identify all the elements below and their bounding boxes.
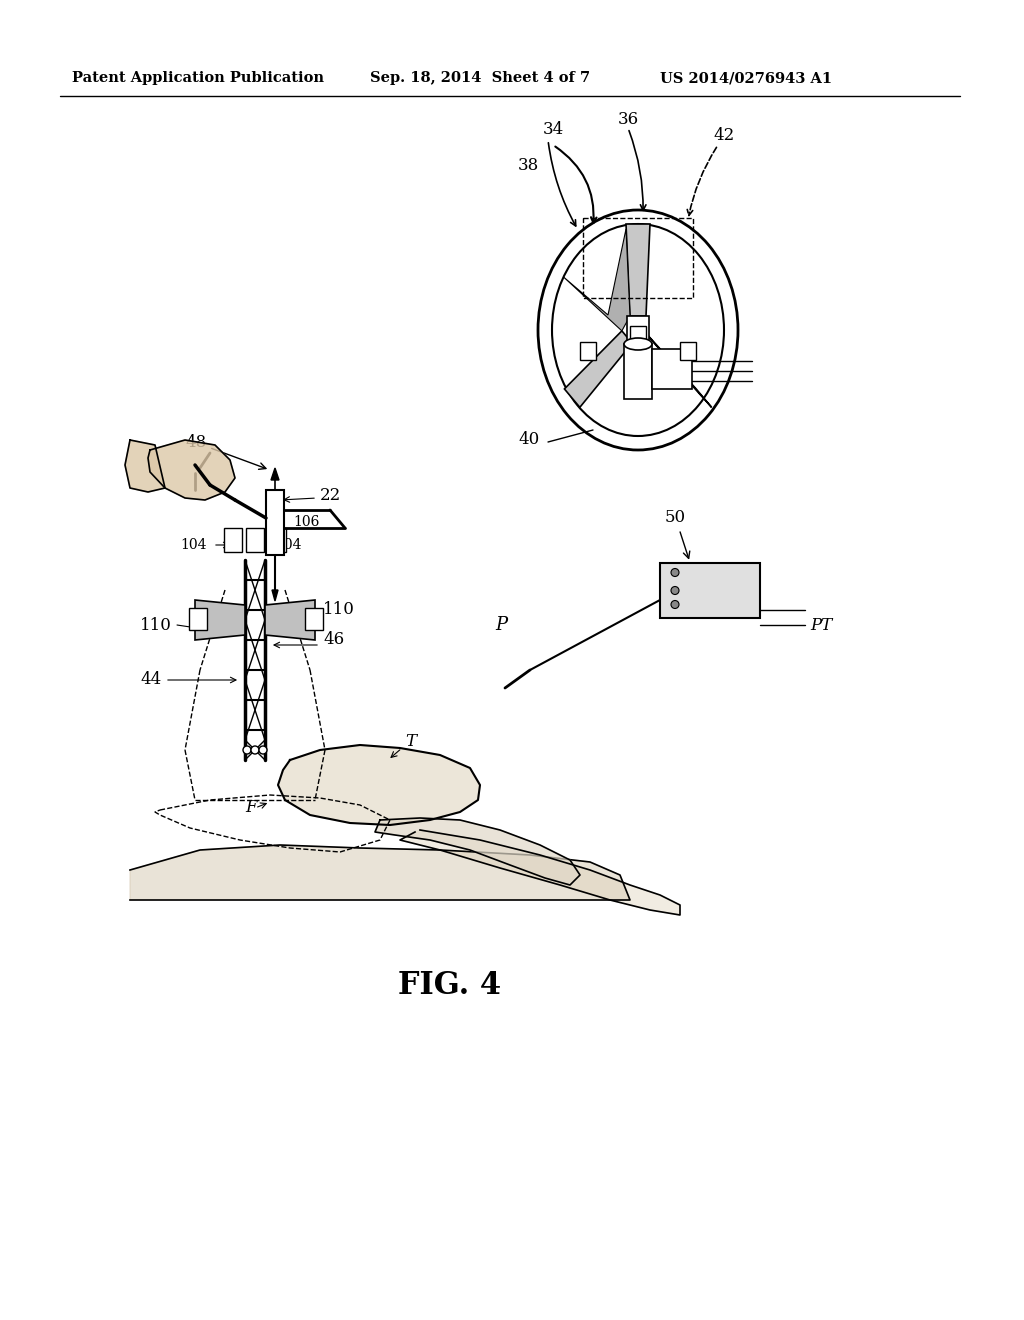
Text: 104: 104 bbox=[275, 539, 301, 552]
Circle shape bbox=[671, 586, 679, 594]
Bar bbox=[189, 609, 207, 630]
Polygon shape bbox=[195, 601, 245, 640]
Polygon shape bbox=[271, 469, 279, 480]
Polygon shape bbox=[148, 440, 234, 500]
Text: 104: 104 bbox=[180, 539, 207, 552]
Bar bbox=[305, 609, 323, 630]
Bar bbox=[268, 528, 286, 552]
Text: 36: 36 bbox=[618, 111, 639, 128]
Text: 38: 38 bbox=[518, 157, 540, 173]
Bar bbox=[630, 326, 646, 348]
Ellipse shape bbox=[624, 338, 652, 350]
Bar bbox=[580, 342, 596, 360]
Text: 22: 22 bbox=[319, 487, 341, 503]
Text: 40: 40 bbox=[518, 432, 540, 449]
Bar bbox=[652, 348, 692, 389]
Circle shape bbox=[671, 569, 679, 577]
Circle shape bbox=[671, 601, 679, 609]
Bar bbox=[624, 345, 652, 399]
Bar bbox=[583, 218, 693, 298]
Text: 110: 110 bbox=[323, 602, 355, 619]
Text: PT: PT bbox=[810, 616, 833, 634]
Polygon shape bbox=[644, 331, 712, 408]
Polygon shape bbox=[265, 601, 315, 640]
Text: T: T bbox=[406, 734, 416, 751]
Polygon shape bbox=[564, 331, 632, 408]
Text: Patent Application Publication: Patent Application Publication bbox=[72, 71, 324, 84]
Text: 106: 106 bbox=[293, 515, 319, 529]
Bar bbox=[224, 528, 242, 552]
Polygon shape bbox=[272, 590, 278, 601]
Bar bbox=[627, 315, 649, 345]
Polygon shape bbox=[626, 224, 650, 315]
Text: 48: 48 bbox=[185, 434, 266, 470]
Text: 110: 110 bbox=[140, 616, 172, 634]
Circle shape bbox=[259, 746, 267, 754]
Bar bbox=[246, 528, 264, 552]
Text: 34: 34 bbox=[543, 121, 564, 139]
Circle shape bbox=[243, 746, 251, 754]
Polygon shape bbox=[278, 744, 480, 825]
Polygon shape bbox=[125, 440, 165, 492]
Circle shape bbox=[251, 746, 259, 754]
Text: P: P bbox=[495, 616, 507, 634]
Text: 44: 44 bbox=[140, 672, 161, 689]
Polygon shape bbox=[400, 830, 680, 915]
Text: F: F bbox=[245, 800, 256, 817]
Text: 46: 46 bbox=[323, 631, 344, 648]
Polygon shape bbox=[375, 818, 580, 884]
Polygon shape bbox=[563, 228, 630, 331]
Bar bbox=[266, 490, 284, 554]
Polygon shape bbox=[130, 845, 630, 900]
Text: US 2014/0276943 A1: US 2014/0276943 A1 bbox=[660, 71, 833, 84]
Text: Sep. 18, 2014  Sheet 4 of 7: Sep. 18, 2014 Sheet 4 of 7 bbox=[370, 71, 590, 84]
Text: 42: 42 bbox=[713, 127, 734, 144]
FancyBboxPatch shape bbox=[660, 562, 760, 618]
Text: 50: 50 bbox=[665, 510, 690, 558]
Text: FIG. 4: FIG. 4 bbox=[398, 969, 502, 1001]
Bar bbox=[680, 342, 696, 360]
